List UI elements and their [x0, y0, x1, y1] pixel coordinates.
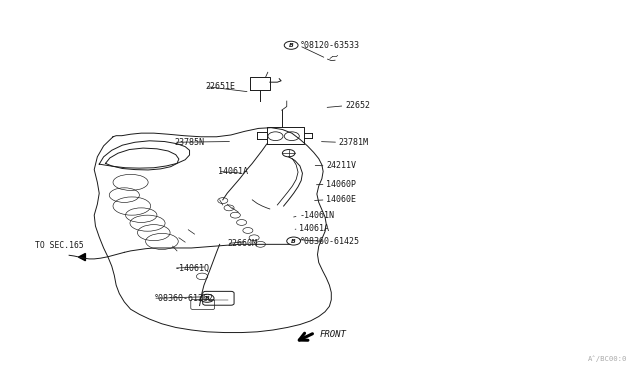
Text: B: B	[205, 296, 209, 301]
Text: 14061A: 14061A	[300, 224, 330, 233]
Text: 14060E: 14060E	[326, 195, 356, 204]
Text: B: B	[291, 238, 296, 244]
Text: Aˆ/BC00:0: Aˆ/BC00:0	[588, 355, 627, 362]
Text: B: B	[289, 43, 294, 48]
Text: °08120-63533: °08120-63533	[300, 41, 360, 50]
Text: TO SEC.165: TO SEC.165	[35, 241, 83, 250]
Text: °08360-61262: °08360-61262	[154, 294, 214, 303]
Text: -14061N: -14061N	[300, 211, 334, 220]
Text: -14061Q: -14061Q	[175, 263, 209, 273]
Polygon shape	[79, 253, 85, 261]
Text: 14060P: 14060P	[326, 180, 356, 189]
Text: 24211V: 24211V	[326, 161, 356, 170]
Text: 23781M: 23781M	[339, 138, 369, 147]
Text: 14061A: 14061A	[218, 167, 248, 176]
Text: 22660M: 22660M	[227, 239, 257, 248]
Text: °08360-61425: °08360-61425	[300, 237, 359, 246]
Text: 22651E: 22651E	[206, 82, 236, 91]
Text: 22652: 22652	[345, 101, 370, 110]
Text: 23785N: 23785N	[175, 138, 205, 147]
Text: FRONT: FRONT	[320, 330, 347, 339]
